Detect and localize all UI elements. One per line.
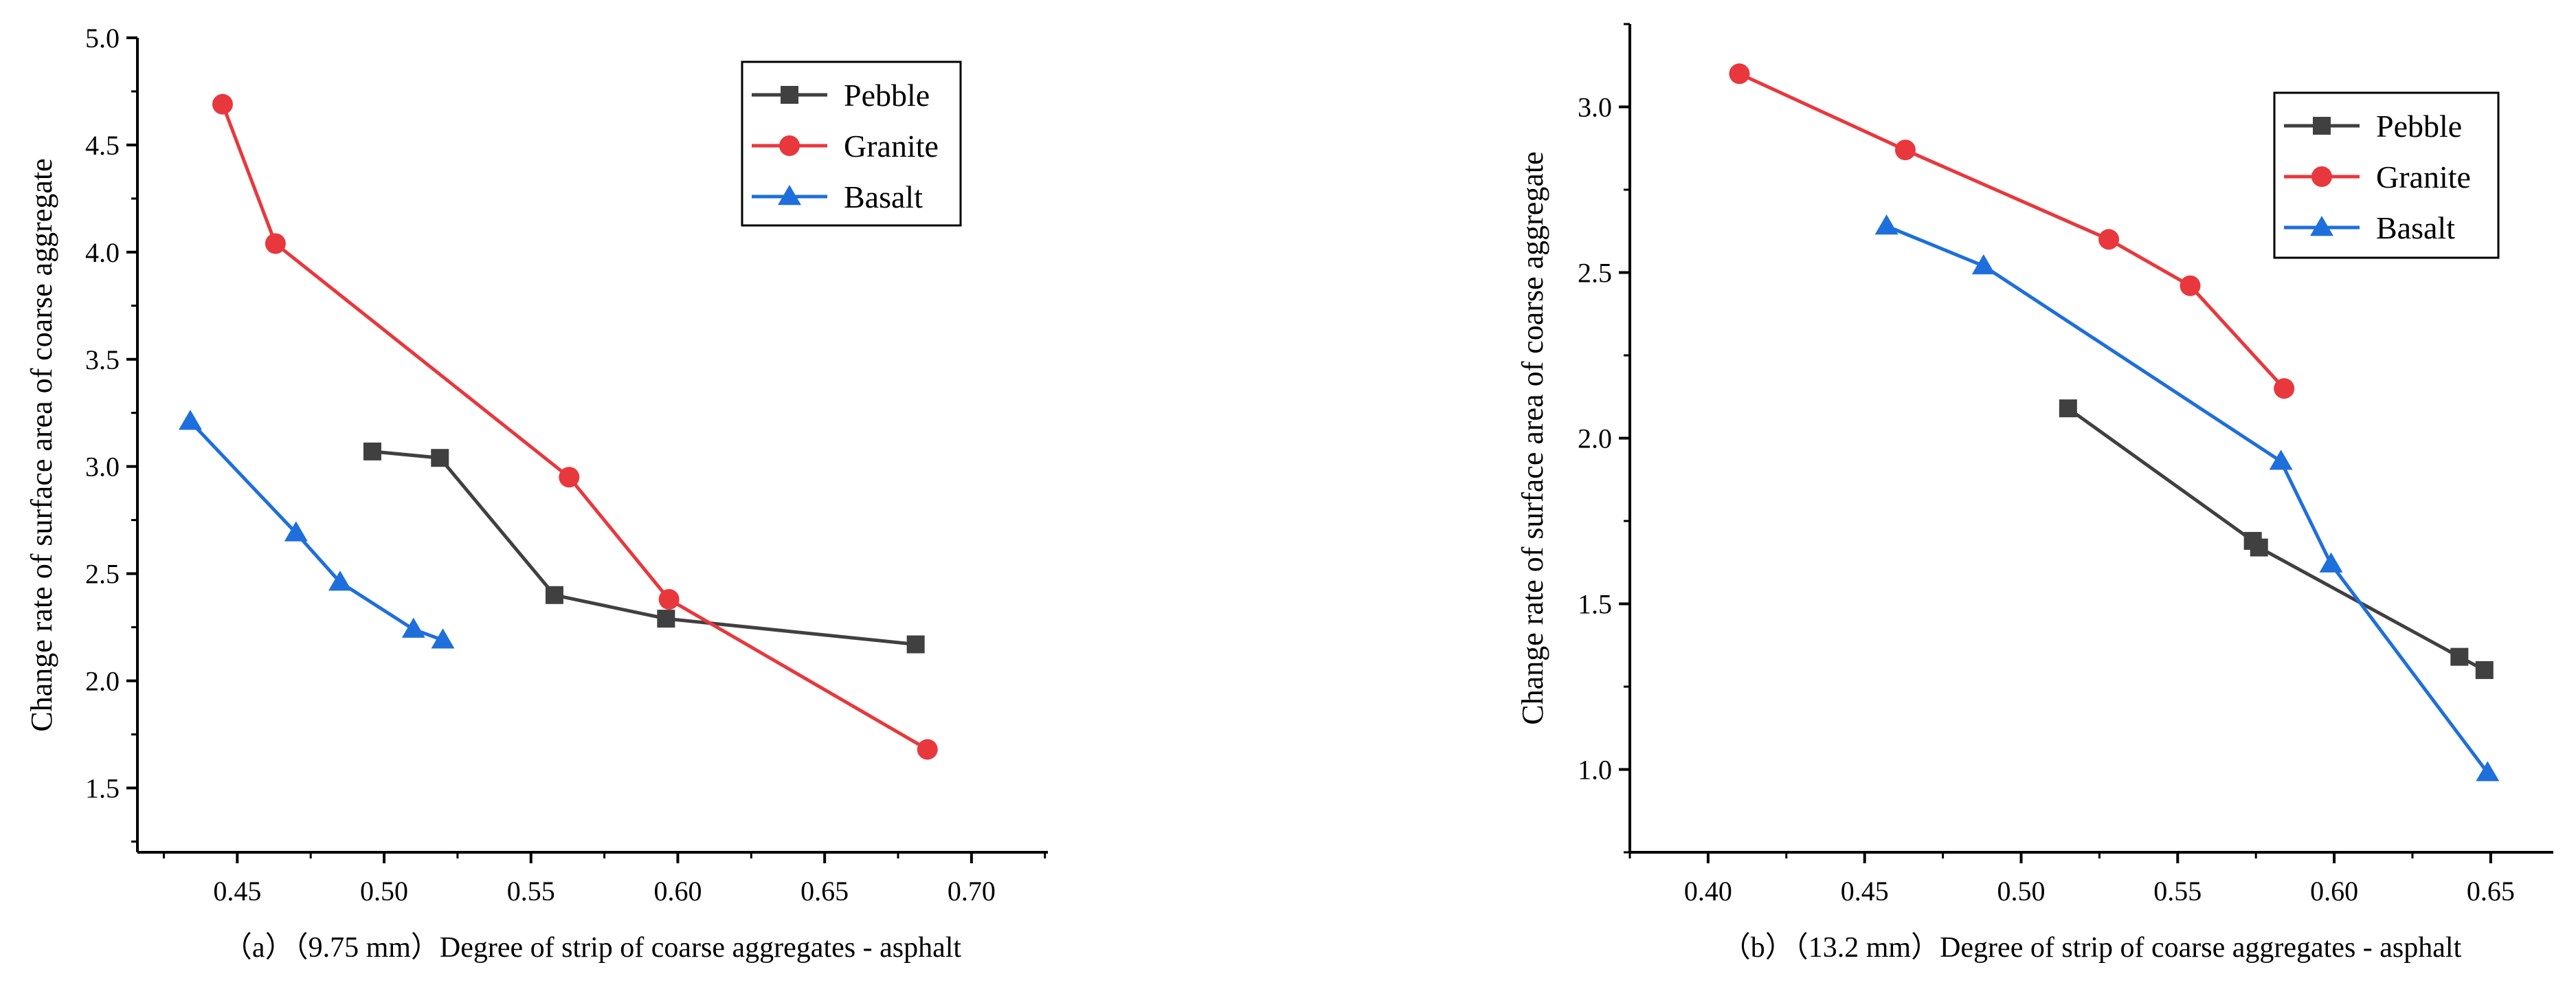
x-tick-label: 0.55 bbox=[2153, 876, 2202, 907]
x-tick-label: 0.65 bbox=[800, 876, 849, 907]
legend-label-granite: Granite bbox=[844, 129, 939, 164]
y-tick-label: 4.5 bbox=[85, 130, 120, 161]
x-tick-label: 0.45 bbox=[1841, 876, 1889, 907]
data-point-pebble bbox=[2059, 399, 2077, 418]
data-point-pebble bbox=[545, 586, 563, 604]
data-point-basalt bbox=[2319, 552, 2343, 573]
legend-label-granite: Granite bbox=[2376, 159, 2471, 195]
series-line-pebble bbox=[372, 450, 916, 646]
legend-label-basalt: Basalt bbox=[2376, 210, 2455, 245]
y-tick-label: 3.0 bbox=[85, 452, 120, 483]
data-point-basalt bbox=[2476, 761, 2500, 781]
data-point-basalt bbox=[431, 628, 455, 649]
y-axis-title: Change rate of surface area of coarse ag… bbox=[1516, 151, 1549, 724]
y-tick-label: 1.0 bbox=[1578, 755, 1612, 786]
data-point-pebble bbox=[2250, 538, 2268, 557]
series-line-granite bbox=[1738, 72, 2286, 390]
data-point-pebble bbox=[363, 442, 381, 461]
legend-marker-pebble bbox=[2313, 117, 2331, 135]
y-tick-label: 4.0 bbox=[85, 237, 120, 268]
series-line-pebble bbox=[2067, 407, 2485, 672]
legend-label-basalt: Basalt bbox=[844, 179, 923, 214]
x-tick-label: 0.50 bbox=[360, 876, 408, 907]
legend-marker-granite bbox=[779, 135, 800, 156]
y-tick-label: 1.5 bbox=[85, 773, 120, 803]
series-line-basalt bbox=[1885, 224, 2489, 774]
y-axis-title: Change rate of surface area of coarse ag… bbox=[25, 158, 58, 731]
data-point-granite bbox=[2274, 378, 2295, 399]
data-point-pebble bbox=[906, 635, 925, 654]
legend-marker-basalt bbox=[2310, 216, 2333, 236]
data-point-basalt bbox=[2269, 450, 2293, 470]
legend-label-pebble: Pebble bbox=[2376, 109, 2462, 144]
data-point-granite bbox=[1894, 140, 1916, 161]
data-point-granite bbox=[265, 233, 286, 254]
y-tick-label: 1.5 bbox=[1578, 589, 1612, 620]
y-tick-label: 2.5 bbox=[85, 559, 120, 590]
data-point-granite bbox=[658, 589, 680, 610]
y-tick-label: 2.0 bbox=[85, 666, 120, 697]
data-point-granite bbox=[2098, 229, 2120, 250]
x-tick-label: 0.45 bbox=[213, 876, 261, 907]
x-tick-label: 0.60 bbox=[653, 876, 702, 907]
data-point-granite bbox=[917, 739, 938, 760]
data-point-granite bbox=[1729, 63, 1750, 85]
y-tick-label: 2.5 bbox=[1578, 258, 1612, 289]
x-axis-caption: （b）（13.2 mm）Degree of strip of coarse ag… bbox=[1722, 932, 2462, 964]
x-tick-label: 0.50 bbox=[1997, 876, 2045, 907]
data-point-pebble bbox=[2475, 661, 2494, 679]
y-tick-label: 2.0 bbox=[1578, 423, 1612, 454]
x-tick-label: 0.60 bbox=[2310, 876, 2358, 907]
chart-panel-a: 1.5 2.0 2.5 3.0 3.5 4.0 4.5 5.0 0.45 0.50 0.55 0.60… bbox=[25, 23, 1048, 964]
data-point-granite bbox=[2180, 275, 2201, 296]
y-tick-label: 5.0 bbox=[85, 23, 120, 54]
data-point-pebble bbox=[431, 449, 449, 467]
x-tick-label: 0.40 bbox=[1684, 876, 1732, 907]
x-tick-label: 0.65 bbox=[2467, 876, 2515, 907]
chart-panel-b: 1.0 1.5 2.0 2.5 3.0 0.40 0.45 0.50 0.55 0.60 0.65 C… bbox=[1516, 23, 2553, 964]
data-point-granite bbox=[212, 93, 233, 115]
y-tick-label: 3.5 bbox=[85, 344, 120, 375]
data-point-basalt bbox=[1971, 254, 1995, 275]
data-point-basalt bbox=[328, 570, 352, 591]
x-axis-caption: （a）（9.75 mm）Degree of strip of coarse ag… bbox=[223, 932, 961, 964]
legend-label-pebble: Pebble bbox=[844, 78, 930, 113]
data-point-pebble bbox=[657, 610, 675, 628]
data-point-basalt bbox=[401, 617, 425, 638]
data-point-pebble bbox=[2450, 647, 2469, 666]
y-tick-label: 3.0 bbox=[1578, 92, 1612, 123]
data-point-basalt bbox=[284, 521, 308, 542]
x-tick-label: 0.55 bbox=[507, 876, 555, 907]
data-point-basalt bbox=[1874, 214, 1899, 235]
x-tick-label: 0.70 bbox=[948, 876, 996, 907]
legend-marker-basalt bbox=[778, 185, 801, 206]
data-point-basalt bbox=[178, 410, 202, 430]
data-point-granite bbox=[559, 467, 580, 488]
legend-marker-pebble bbox=[781, 86, 798, 104]
legend-marker-granite bbox=[2311, 166, 2332, 187]
